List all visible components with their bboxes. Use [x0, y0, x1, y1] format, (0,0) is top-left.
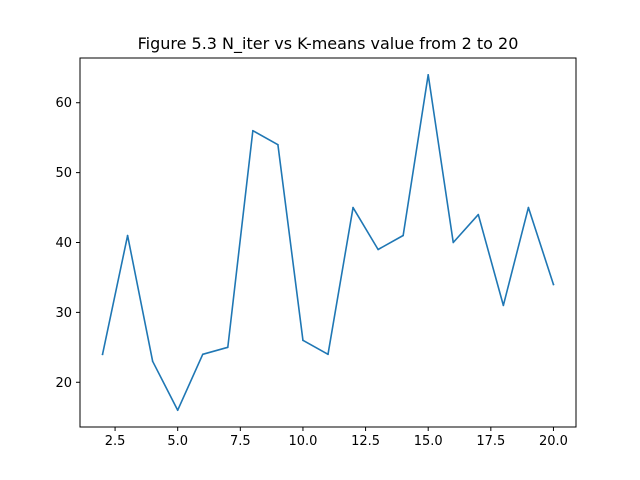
data-point	[277, 143, 279, 146]
data-point	[377, 248, 379, 251]
y-axis-ticks: 20 30 40 50 60	[55, 96, 80, 391]
chart-title: Figure 5.3 N_iter vs K-means value from …	[138, 34, 519, 54]
x-tick-label: 15.0	[414, 434, 443, 449]
data-point	[352, 206, 354, 209]
data-point	[252, 129, 254, 132]
x-tick-label: 5.0	[167, 434, 188, 449]
x-tick-label: 17.5	[476, 434, 505, 449]
data-point	[327, 353, 329, 356]
data-point	[101, 353, 104, 356]
data-point	[151, 360, 154, 363]
x-axis-ticks: 2.5 5.0 7.5 10.0 12.5 15.0 17.5 20.0	[105, 427, 568, 449]
x-tick-label: 10.0	[288, 434, 317, 449]
x-tick-label: 12.5	[351, 434, 380, 449]
y-tick-label: 20	[55, 376, 72, 391]
series-layer	[101, 73, 555, 412]
data-point	[527, 206, 530, 209]
data-point	[502, 304, 505, 307]
series-line	[101, 73, 555, 412]
y-tick-label: 60	[55, 96, 72, 111]
y-tick-label: 30	[55, 306, 72, 321]
data-point	[201, 353, 204, 356]
plot-frame	[79, 57, 577, 428]
x-tick-label: 7.5	[230, 434, 251, 449]
y-tick-label: 40	[55, 236, 72, 251]
data-point	[176, 409, 179, 412]
y-tick-label: 50	[55, 166, 72, 181]
x-tick-label: 2.5	[105, 434, 126, 449]
data-point	[452, 241, 455, 244]
data-point	[302, 339, 304, 342]
data-point	[552, 283, 555, 286]
data-point	[226, 346, 229, 349]
x-tick-label: 20.0	[539, 434, 568, 449]
data-point	[126, 234, 129, 237]
data-point	[427, 73, 430, 76]
data-point	[402, 234, 404, 237]
data-point	[477, 213, 480, 216]
